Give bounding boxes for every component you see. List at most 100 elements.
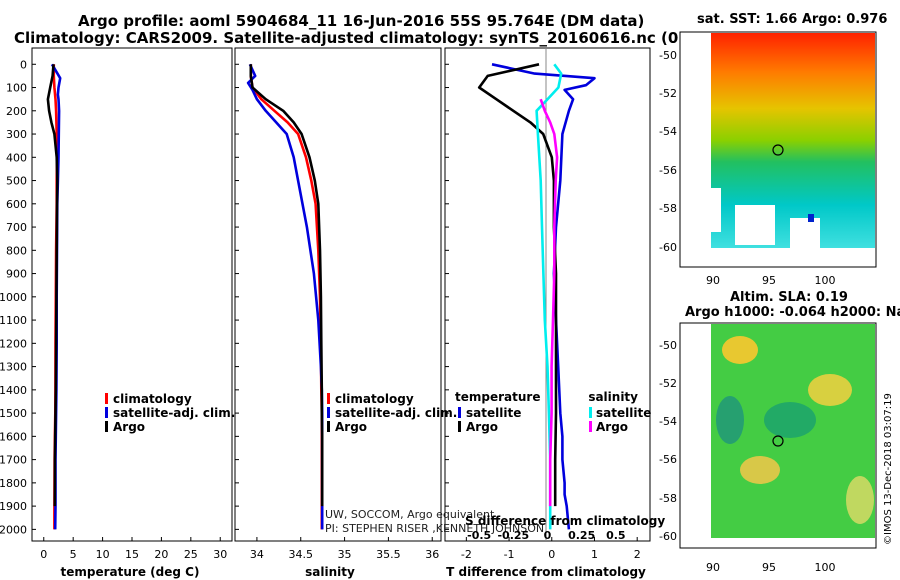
salinity-legend: climatology satellite-adj. clim. Argo xyxy=(327,392,457,434)
legend-label-argo: Argo xyxy=(335,420,367,434)
series-line-argo xyxy=(46,64,59,507)
latitude-tick-label: -54 xyxy=(659,125,677,138)
legend-head-salinity: salinity xyxy=(588,390,638,404)
pressure-tick-label: 2000 xyxy=(0,523,27,536)
x-tick-label: -1 xyxy=(504,548,515,561)
legend-swatch-satellite xyxy=(327,407,330,418)
longitude-tick-label: 90 xyxy=(706,561,720,574)
sla-high-anomaly xyxy=(808,374,852,406)
pressure-tick-label: 400 xyxy=(6,151,27,164)
x-tick-label: 2 xyxy=(634,548,641,561)
s-diff-tick-label: -0.25 xyxy=(497,529,529,542)
x-tick-label: 0 xyxy=(40,548,47,561)
pressure-tick-label: 1100 xyxy=(0,314,27,327)
sla-high-anomaly xyxy=(846,476,874,524)
x-tick-label: 34 xyxy=(250,548,264,561)
pressure-tick-label: 500 xyxy=(6,175,27,188)
pressure-tick-label: 0 xyxy=(20,58,27,71)
x-tick-label: 35 xyxy=(338,548,352,561)
latitude-tick-label: -60 xyxy=(659,241,677,254)
sst-missing-south2 xyxy=(790,218,820,248)
chart-title-line2: Climatology: CARS2009. Satellite-adjuste… xyxy=(14,29,784,47)
x-tick-label: 36 xyxy=(425,548,439,561)
pressure-tick-label: 800 xyxy=(6,244,27,257)
sst-map xyxy=(679,31,877,268)
sla-high-anomaly xyxy=(740,456,780,484)
difference-panel-frame xyxy=(444,47,651,542)
pressure-tick-label: 1000 xyxy=(0,291,27,304)
sst-argo-marker xyxy=(772,144,784,156)
salinity-panel-frame xyxy=(234,47,442,542)
imos-credit: ©IMOS 13-Dec-2018 03:07:19 xyxy=(883,393,894,545)
difference-legend: temperature salinity satellite Argo sate… xyxy=(455,390,651,434)
pressure-tick-label: 1300 xyxy=(0,361,27,374)
s-difference-axis-label: S difference from climatology xyxy=(465,514,665,528)
x-tick-label: 20 xyxy=(154,548,168,561)
latitude-tick-label: -54 xyxy=(659,415,677,428)
sla-map-title: Altim. SLA: 0.19 xyxy=(730,290,848,305)
pressure-tick-label: 1200 xyxy=(0,337,27,350)
latitude-tick-label: -56 xyxy=(659,164,677,177)
series-line-salinity-satellite xyxy=(535,63,563,530)
legend-label-argo: Argo xyxy=(113,420,145,434)
x-tick-label: 1 xyxy=(591,548,598,561)
legend-label-sal-argo: Argo xyxy=(596,420,628,434)
latitude-tick-label: -58 xyxy=(659,202,677,215)
legend-head-temperature: temperature xyxy=(455,390,540,404)
legend-swatch-satellite xyxy=(105,407,108,418)
legend-swatch-argo xyxy=(327,421,330,432)
latitude-tick-label: -60 xyxy=(659,530,677,543)
latitude-tick-label: -50 xyxy=(659,339,677,352)
legend-label-climatology: climatology xyxy=(335,392,414,406)
pressure-tick-label: 1600 xyxy=(0,430,27,443)
s-diff-tick-label: 0.5 xyxy=(606,529,626,542)
legend-label-satellite: satellite-adj. clim. xyxy=(113,406,235,420)
s-diff-tick-label: 0 xyxy=(544,529,552,542)
latitude-tick-label: -56 xyxy=(659,453,677,466)
series-line-salinity-argo xyxy=(539,98,559,507)
pressure-tick-label: 1700 xyxy=(0,454,27,467)
latitude-tick-label: -58 xyxy=(659,492,677,505)
pressure-tick-label: 200 xyxy=(6,105,27,118)
pressure-tick-label: 1800 xyxy=(0,477,27,490)
sst-missing-west xyxy=(711,188,721,232)
series-line-temperature-argo xyxy=(477,63,558,507)
legend-swatch-temp-argo xyxy=(458,421,461,432)
sla-high-anomaly xyxy=(722,336,758,364)
legend-label-sal-satellite: satellite xyxy=(596,406,651,420)
pressure-tick-label: 1400 xyxy=(0,384,27,397)
t-difference-axis-label: T difference from climatology xyxy=(446,565,646,579)
series-line-satellite-adj-clim- xyxy=(246,63,324,530)
chart-title-line1: Argo profile: aoml 5904684_11 16-Jun-201… xyxy=(78,12,645,30)
latitude-tick-label: -52 xyxy=(659,87,677,100)
sla-argo-marker xyxy=(772,435,784,447)
pressure-tick-label: 1900 xyxy=(0,500,27,513)
pi-annotation: PI: STEPHEN RISER ,KENNETH JOHNSON xyxy=(325,522,544,535)
longitude-tick-label: 100 xyxy=(815,561,836,574)
x-tick-label: 25 xyxy=(184,548,198,561)
s-diff-tick-label: 0.25 xyxy=(568,529,595,542)
x-tick-label: -2 xyxy=(461,548,472,561)
latitude-tick-label: -50 xyxy=(659,49,677,62)
x-tick-label: 35.5 xyxy=(376,548,401,561)
legend-swatch-sal-satellite xyxy=(589,407,592,418)
sla-map xyxy=(679,322,877,549)
legend-swatch-climatology xyxy=(327,393,330,404)
x-tick-label: 15 xyxy=(125,548,139,561)
pressure-tick-label: 1500 xyxy=(0,407,27,420)
sst-missing-south xyxy=(735,205,775,245)
program-annotation: UW, SOCCOM, Argo equivalent xyxy=(325,508,495,521)
sst-cold-pixel xyxy=(808,214,814,222)
legend-swatch-argo xyxy=(105,421,108,432)
longitude-tick-label: 100 xyxy=(815,274,836,287)
x-tick-label: 10 xyxy=(96,548,110,561)
longitude-tick-label: 95 xyxy=(762,274,776,287)
legend-label-climatology: climatology xyxy=(113,392,192,406)
series-line-argo xyxy=(249,64,324,507)
temperature-axis-label: temperature (deg C) xyxy=(61,565,200,579)
longitude-tick-label: 95 xyxy=(762,561,776,574)
pressure-tick-label: 100 xyxy=(6,82,27,95)
sst-map-title: sat. SST: 1.66 Argo: 0.976 xyxy=(697,12,888,27)
legend-label-satellite: satellite-adj. clim. xyxy=(335,406,457,420)
pressure-tick-label: 600 xyxy=(6,198,27,211)
